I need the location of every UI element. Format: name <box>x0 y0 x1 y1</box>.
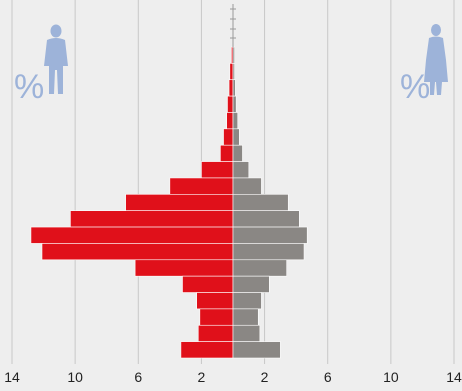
male-bar <box>70 210 234 228</box>
female-bar <box>232 341 281 359</box>
male-bar <box>220 144 234 162</box>
male-bar <box>199 308 234 326</box>
female-bar <box>232 79 236 97</box>
female-bar <box>232 210 300 228</box>
tick-label-layer: 14 10 6 2 2 6 10 14 <box>4 369 462 385</box>
female-bar <box>232 324 261 342</box>
x-tick-label: 10 <box>67 369 83 385</box>
female-bar <box>232 177 262 195</box>
x-tick-label: 2 <box>261 369 269 385</box>
male-bar <box>227 95 234 113</box>
male-bar <box>30 226 234 244</box>
female-bar <box>232 226 308 244</box>
female-bar <box>232 161 250 179</box>
female-bar <box>232 308 259 326</box>
x-tick-label: 6 <box>324 369 332 385</box>
male-bar <box>229 63 234 81</box>
female-bar <box>232 144 243 162</box>
center-axis <box>230 4 236 47</box>
female-percent-label: % <box>400 68 430 106</box>
male-percent-label: % <box>14 68 44 106</box>
x-tick-label: 2 <box>198 369 206 385</box>
grid-layer <box>11 0 455 364</box>
male-bar <box>196 292 234 310</box>
x-tick-label: 14 <box>4 369 20 385</box>
female-bar <box>232 292 262 310</box>
male-bar <box>41 243 234 261</box>
male-bar <box>169 177 234 195</box>
x-tick-label: 10 <box>383 369 399 385</box>
male-silhouette-icon <box>44 24 68 94</box>
female-bar <box>232 194 289 211</box>
female-bar <box>232 259 287 277</box>
female-bar <box>232 128 240 146</box>
male-bar <box>134 259 234 277</box>
x-tick-label: 14 <box>446 369 462 385</box>
male-bar <box>125 194 234 211</box>
male-bar <box>197 324 234 342</box>
male-bar <box>180 341 234 359</box>
female-bar <box>232 275 270 293</box>
female-bar <box>232 112 239 130</box>
male-bar <box>226 112 234 130</box>
female-bar <box>232 243 305 261</box>
bars-layer <box>30 46 308 359</box>
male-bar <box>201 161 234 179</box>
x-tick-label: 6 <box>134 369 142 385</box>
female-bar <box>232 63 235 81</box>
male-bar <box>223 128 234 146</box>
female-silhouette-icon <box>424 24 448 95</box>
female-bar <box>232 95 237 113</box>
male-bar <box>228 79 234 97</box>
female-bar <box>232 46 235 64</box>
male-bar <box>182 275 234 293</box>
